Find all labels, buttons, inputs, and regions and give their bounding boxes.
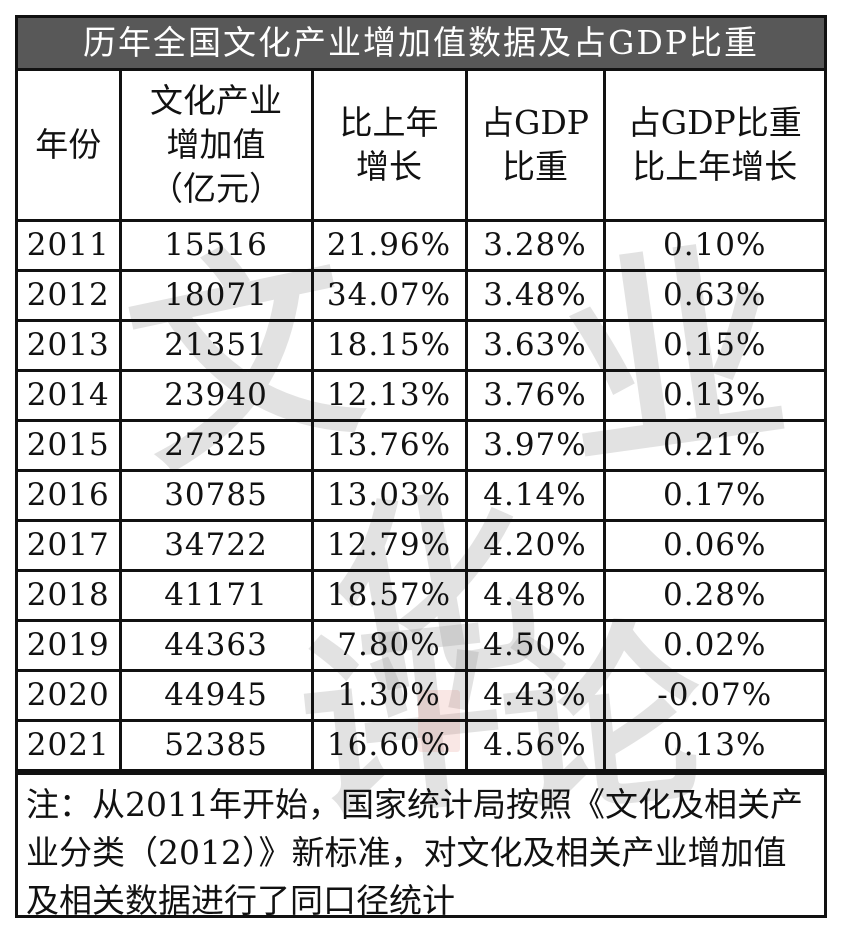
column-header-line: 增长 <box>356 147 422 186</box>
footnote: 注：从2011年开始，国家统计局按照《文化及相关产业分类（2012）》新标准，对… <box>18 772 824 920</box>
table-row: 2011 15516 21.96% 3.28% 0.10% <box>18 219 824 272</box>
table-row: 2016 30785 13.03% 4.14% 0.17% <box>18 469 824 522</box>
year-cell: 2016 <box>18 469 122 522</box>
year-cell: 2015 <box>18 419 122 472</box>
column-header-line: 文化产业 <box>150 81 282 120</box>
table-row: 2021 52385 16.60% 4.56% 0.13% <box>18 719 824 772</box>
gdp-share-change-cell: 0.28% <box>602 569 824 622</box>
gdp-share-change-cell: 0.06% <box>602 519 824 572</box>
column-header-line: 年份 <box>35 125 102 164</box>
value-cell: 44945 <box>118 669 314 722</box>
column-header: 比上年 增长 <box>310 71 468 222</box>
column-header-line: 增加值 <box>166 125 266 164</box>
column-header-line: 比上年增长 <box>632 147 798 186</box>
column-header: 占GDP比重 比上年增长 <box>602 71 824 222</box>
growth-cell: 16.60% <box>310 719 468 772</box>
column-header-line: 占GDP <box>480 103 590 142</box>
gdp-share-cell: 4.43% <box>464 669 606 722</box>
gdp-share-change-cell: 0.17% <box>602 469 824 522</box>
gdp-share-change-cell: 0.02% <box>602 619 824 672</box>
year-cell: 2020 <box>18 669 122 722</box>
year-cell: 2019 <box>18 619 122 672</box>
growth-cell: 34.07% <box>310 269 468 322</box>
column-header: 占GDP 比重 <box>464 71 606 222</box>
gdp-share-cell: 4.48% <box>464 569 606 622</box>
growth-cell: 7.80% <box>310 619 468 672</box>
column-header-line: 比上年 <box>339 103 439 142</box>
gdp-share-change-cell: 0.13% <box>602 369 824 422</box>
column-header-line: 比重 <box>502 147 568 186</box>
value-cell: 23940 <box>118 369 314 422</box>
gdp-share-change-cell: 0.63% <box>602 269 824 322</box>
growth-cell: 13.03% <box>310 469 468 522</box>
table-row: 2019 44363 7.80% 4.50% 0.02% <box>18 619 824 672</box>
year-cell: 2021 <box>18 719 122 772</box>
growth-cell: 18.57% <box>310 569 468 622</box>
growth-cell: 12.79% <box>310 519 468 572</box>
year-cell: 2014 <box>18 369 122 422</box>
gdp-share-change-cell: 0.21% <box>602 419 824 472</box>
value-cell: 30785 <box>118 469 314 522</box>
growth-cell: 18.15% <box>310 319 468 372</box>
column-header: 年份 <box>18 71 122 222</box>
growth-cell: 21.96% <box>310 219 468 272</box>
gdp-share-cell: 4.20% <box>464 519 606 572</box>
value-cell: 34722 <box>118 519 314 572</box>
year-cell: 2017 <box>18 519 122 572</box>
year-cell: 2018 <box>18 569 122 622</box>
table-row: 2012 18071 34.07% 3.48% 0.63% <box>18 269 824 322</box>
value-cell: 27325 <box>118 419 314 472</box>
table-row: 2020 44945 1.30% 4.43% -0.07% <box>18 669 824 722</box>
growth-cell: 12.13% <box>310 369 468 422</box>
gdp-share-cell: 3.48% <box>464 269 606 322</box>
gdp-share-cell: 4.50% <box>464 619 606 672</box>
gdp-share-change-cell: 0.15% <box>602 319 824 372</box>
gdp-share-change-cell: 0.13% <box>602 719 824 772</box>
value-cell: 52385 <box>118 719 314 772</box>
column-header: 文化产业增加值 （亿元） <box>118 71 314 222</box>
year-cell: 2011 <box>18 219 122 272</box>
value-cell: 21351 <box>118 319 314 372</box>
value-cell: 15516 <box>118 219 314 272</box>
gdp-share-cell: 3.97% <box>464 419 606 472</box>
column-header-line: （亿元） <box>150 169 282 208</box>
table-row: 2018 41171 18.57% 4.48% 0.28% <box>18 569 824 622</box>
gdp-share-change-cell: -0.07% <box>602 669 824 722</box>
table-row: 2014 23940 12.13% 3.76% 0.13% <box>18 369 824 422</box>
header-row: 年份 文化产业 增加值 （亿元） 比上年 增长 占GDP 比重 占GDP比重 比上年增长 <box>18 71 824 222</box>
value-cell: 18071 <box>118 269 314 322</box>
gdp-share-change-cell: 0.10% <box>602 219 824 272</box>
table-title: 历年全国文化产业增加值数据及占GDP比重 <box>18 18 824 71</box>
table-row: 2015 27325 13.76% 3.97% 0.21% <box>18 419 824 472</box>
value-cell: 44363 <box>118 619 314 672</box>
growth-cell: 1.30% <box>310 669 468 722</box>
column-header-line: 占GDP比重 <box>627 103 802 142</box>
gdp-share-cell: 4.14% <box>464 469 606 522</box>
gdp-share-cell: 3.63% <box>464 319 606 372</box>
value-cell: 41171 <box>118 569 314 622</box>
growth-cell: 13.76% <box>310 419 468 472</box>
gdp-share-cell: 3.28% <box>464 219 606 272</box>
gdp-share-cell: 4.56% <box>464 719 606 772</box>
data-table-sheet: 历年全国文化产业增加值数据及占GDP比重 年份 文化产业 增加值 （亿元） 比上年 增长占… <box>15 15 827 920</box>
year-cell: 2013 <box>18 319 122 372</box>
table-row: 2017 34722 12.79% 4.20% 0.06% <box>18 519 824 572</box>
data-table: 年份 文化产业 增加值 （亿元） 比上年 增长 占GDP 比重 占GDP比重 比上年增长 2011… <box>18 71 824 772</box>
gdp-share-cell: 3.76% <box>464 369 606 422</box>
table-row: 2013 21351 18.15% 3.63% 0.15% <box>18 319 824 372</box>
year-cell: 2012 <box>18 269 122 322</box>
